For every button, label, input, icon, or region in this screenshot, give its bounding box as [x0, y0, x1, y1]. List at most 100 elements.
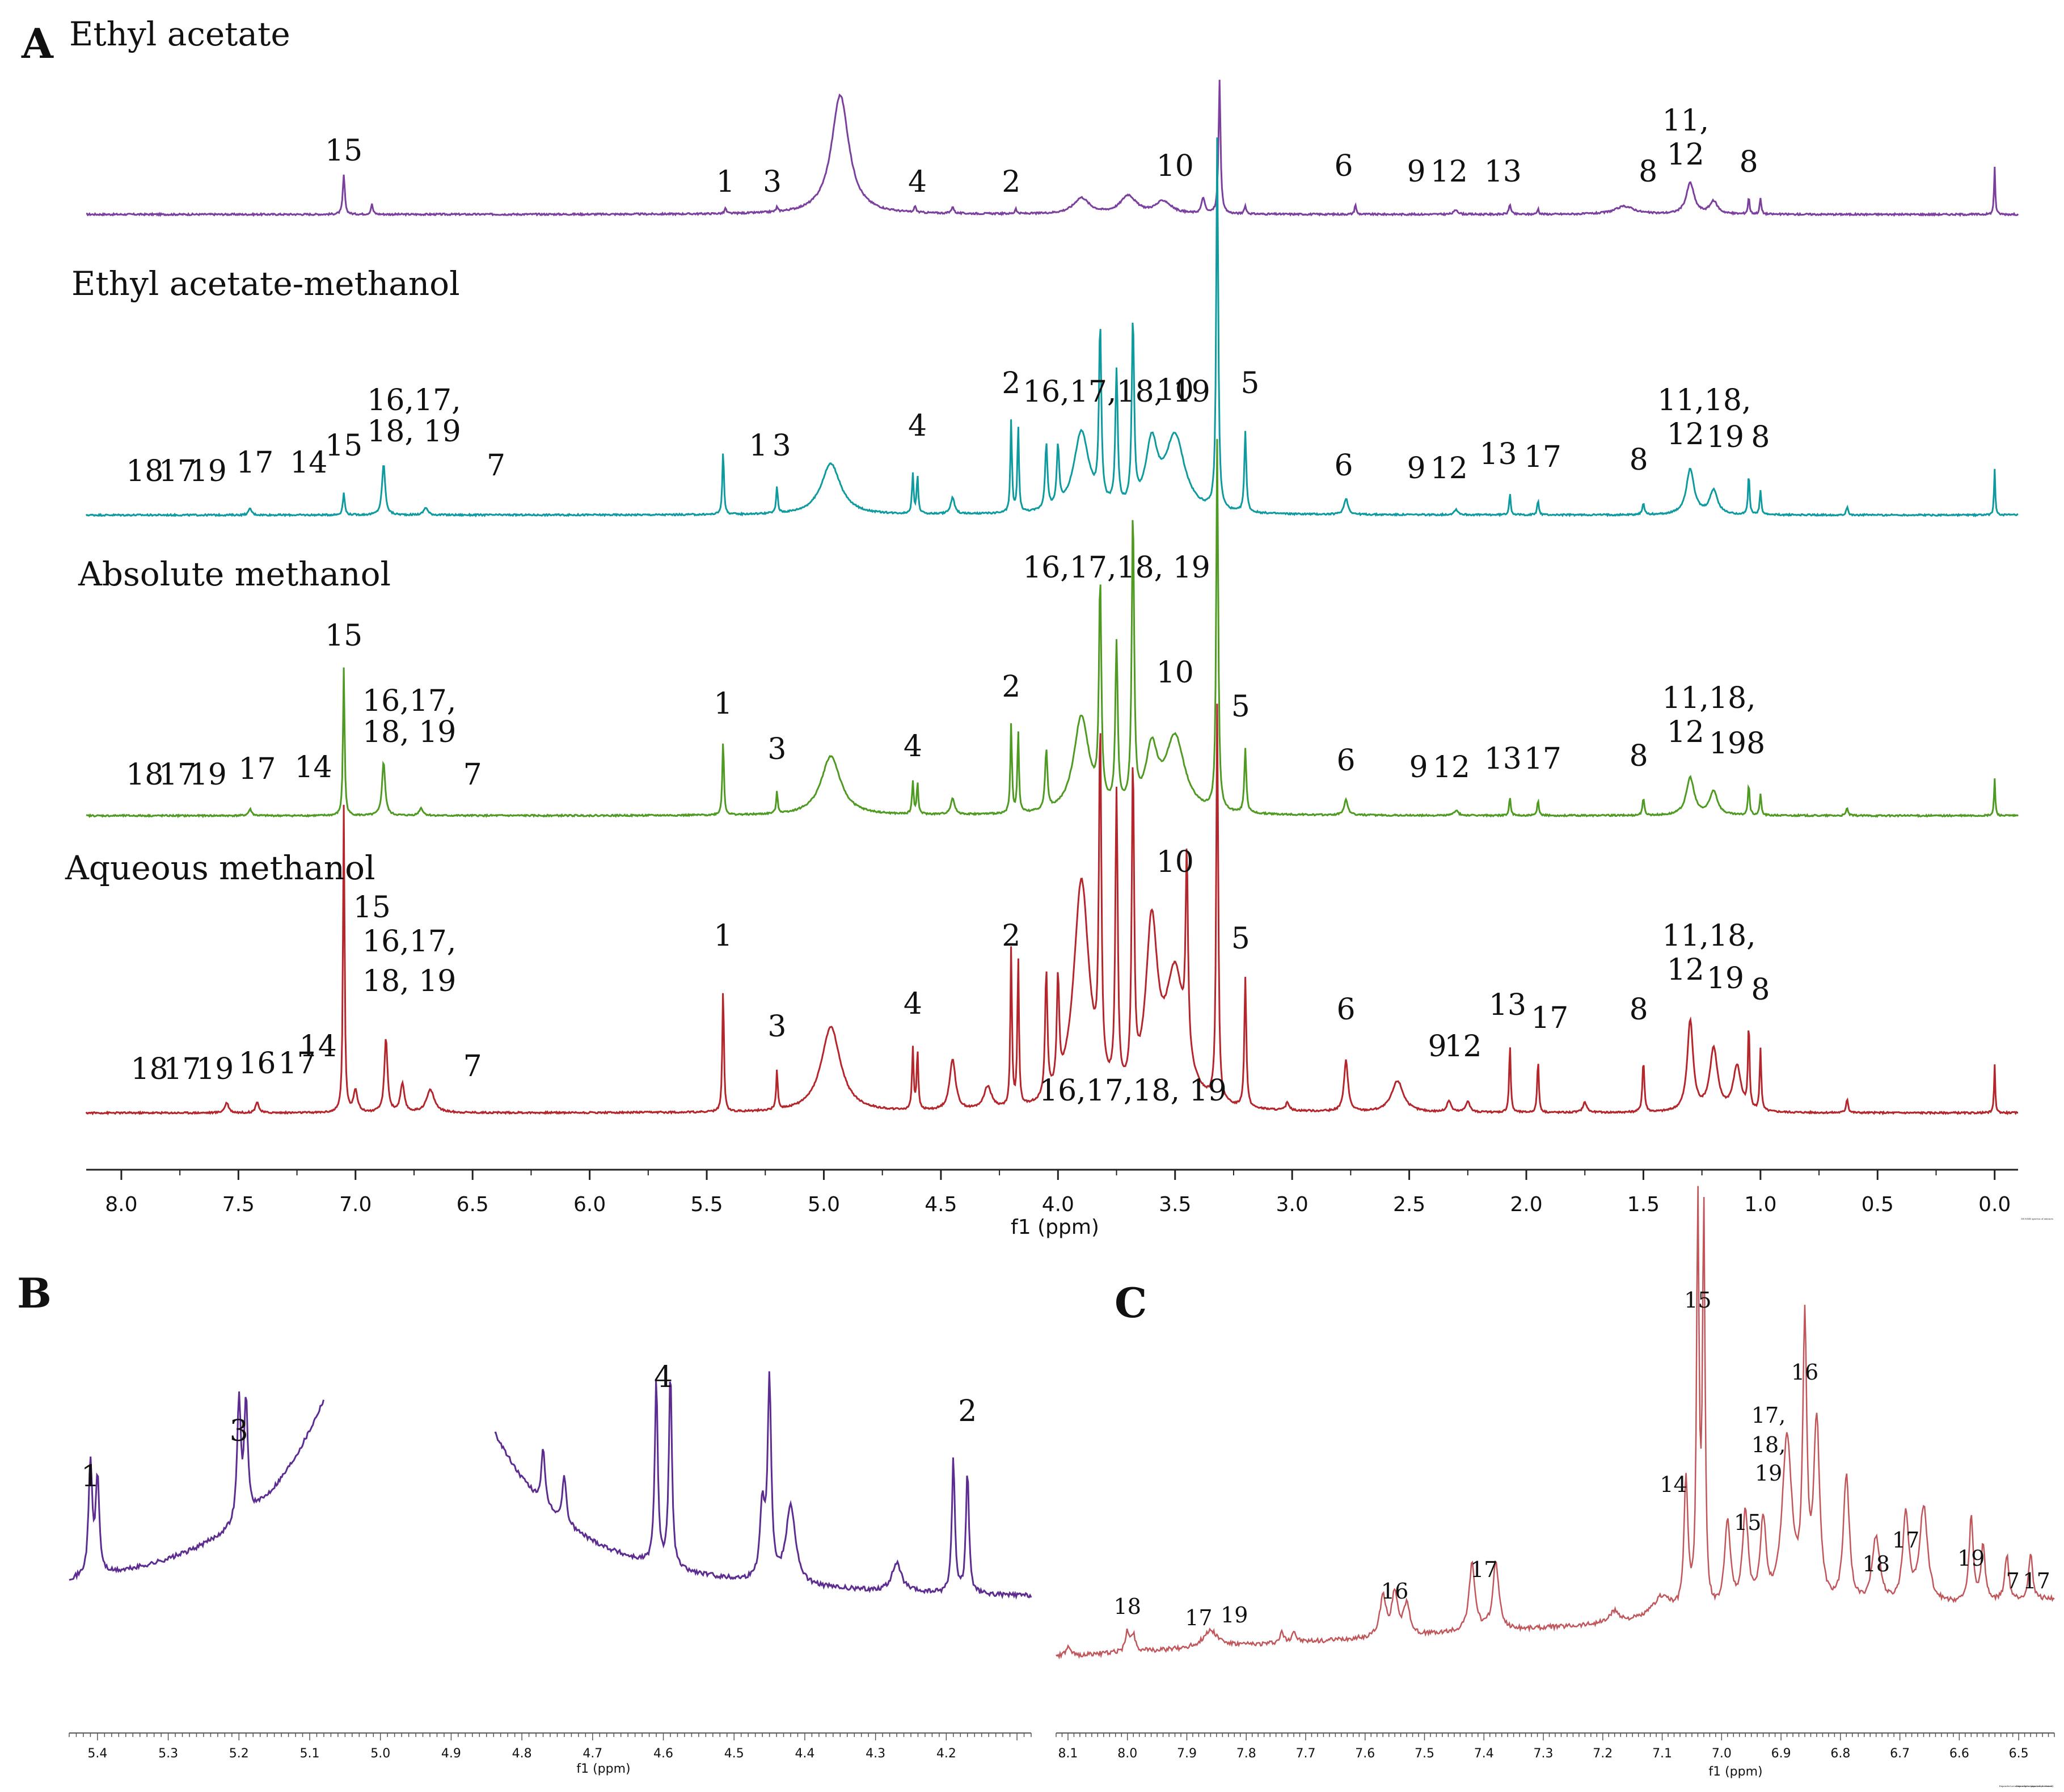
peak-label-aqueous-methanol-12: 4 — [904, 987, 922, 1021]
peak-label-ethyl-acetate-methanol-14: 10 — [1156, 373, 1194, 407]
peak-label-aqueous-methanol-22: 8 — [1630, 993, 1648, 1027]
panel-c-tick-label-1: 8.0 — [1117, 1747, 1137, 1761]
peak-label-absolute-methanol-18: 12 — [1433, 750, 1470, 785]
panel-c-x-axis: 8.1 8.0 7.9 7.8 7.7 7.6 7.5 7.4 7.3 7.2 7.1 7.0 6.9 6… — [1056, 1732, 2055, 1761]
panel-b-tick-label-1: 5.3 — [158, 1747, 178, 1761]
panel-a-x-axis: 8.0 7.5 7.0 6.5 6.0 5.5 5.0 4.5 4.0 3.5 3.0 2.5 2.0 1… — [86, 1169, 2018, 1216]
peak-label-absolute-methanol-4: 14 — [294, 750, 332, 785]
peak-label-absolute-methanol-9: 1 — [714, 687, 732, 721]
panel-a-tick-label-2: 7.0 — [339, 1193, 372, 1216]
panel-c-peak-label-2: 19 — [1221, 1603, 1248, 1627]
peak-label-aqueous-methanol-4: 17 — [278, 1047, 316, 1081]
peak-label-aqueous-methanol-26: 8 — [1751, 973, 1770, 1007]
spectrum-line-absolute-methanol — [86, 438, 2019, 819]
peak-label-absolute-methanol-23: 12 — [1667, 715, 1704, 749]
panel-a-tick-label-4: 6.0 — [573, 1193, 606, 1216]
panel-c-tick-label-3: 7.8 — [1236, 1747, 1256, 1761]
peak-label-ethyl-acetate-11: 11, — [1662, 104, 1709, 138]
panel-c-tick-label-0: 8.1 — [1058, 1747, 1078, 1761]
peak-label-ethyl-acetate-2: 3 — [763, 165, 782, 199]
panel-b-tick-label-4: 5.0 — [370, 1747, 390, 1761]
panel-b-tick-label-3: 5.1 — [300, 1747, 320, 1761]
peak-label-ethyl-acetate-13: 8 — [1740, 145, 1758, 179]
peak-label-ethyl-acetate-5: 10 — [1156, 149, 1194, 183]
panel-a-tick-label-11: 2.5 — [1393, 1193, 1425, 1216]
trace-title-absolute-methanol: Absolute methanol — [78, 555, 391, 593]
panel-c-tick-label-8: 7.3 — [1534, 1747, 1554, 1761]
spectrum-line-ethyl-acetate-methanol — [85, 137, 2019, 518]
panel-b-peak-label-3: 2 — [958, 1394, 977, 1428]
panel-b-peak-label-0: 1 — [81, 1460, 100, 1494]
peak-label-aqueous-methanol-21: 17 — [1531, 1001, 1568, 1035]
panel-c-peak-label-16: 17 — [2023, 1568, 2050, 1593]
panel-b-tick-label-8: 4.6 — [653, 1747, 673, 1761]
peak-label-aqueous-methanol-13: 2 — [1002, 919, 1020, 953]
panel-c-tick-label-6: 7.5 — [1415, 1747, 1434, 1761]
panel-b-tick-label-0: 5.4 — [87, 1747, 107, 1761]
peak-label-aqueous-methanol-20: 13 — [1489, 988, 1526, 1022]
peak-label-ethyl-acetate-methanol-10: 3 — [773, 429, 791, 463]
panel-a-tick-label-1: 7.5 — [222, 1193, 255, 1216]
panel-c-tick-label-2: 7.9 — [1177, 1747, 1197, 1761]
panel-c-peak-label-10: 18, — [1751, 1432, 1786, 1457]
panel-c-peak-label-6: 15 — [1684, 1288, 1711, 1313]
panel-c-tick-label-16: 6.5 — [2009, 1747, 2029, 1761]
peak-label-aqueous-methanol-6: 15 — [353, 891, 391, 925]
panel-c-peak-label-0: 18 — [1114, 1594, 1141, 1619]
peak-label-ethyl-acetate-10: 8 — [1639, 155, 1657, 189]
peak-label-aqueous-methanol-7: 16,17, — [362, 925, 456, 959]
peak-label-absolute-methanol-1: 17 — [159, 758, 196, 792]
peak-label-absolute-methanol-21: 8 — [1630, 739, 1648, 773]
panel-c-peak-label-8: 16 — [1791, 1360, 1818, 1385]
peak-label-ethyl-acetate-methanol-12: 2 — [1002, 366, 1020, 400]
peak-label-aqueous-methanol-24: 12 — [1667, 953, 1704, 987]
panel-b-tick-label-5: 4.9 — [441, 1747, 461, 1761]
panel-b-tick-label-10: 4.4 — [795, 1747, 814, 1761]
peak-label-ethyl-acetate-8: 12 — [1430, 155, 1468, 189]
panel-b-tick-label-9: 4.5 — [724, 1747, 744, 1761]
panel-a-x-axis-label: f1 (ppm) — [1011, 1216, 1099, 1239]
panel-c-tick-label-9: 7.2 — [1593, 1747, 1613, 1761]
panel-c-tick-label-11: 7.0 — [1712, 1747, 1732, 1761]
panel-c-peak-label-15: 7 — [2006, 1568, 2020, 1593]
peak-label-aqueous-methanol-0: 18 — [130, 1052, 168, 1086]
panel-b-tick-label-2: 5.2 — [229, 1747, 249, 1761]
panel-b-chart: 1 3 4 2 5.4 5.3 5.2 5.1 5.0 4.9 4.8 4.7 4.6 4.5 4.4 4.… — [69, 1360, 1032, 1776]
peak-label-aqueous-methanol-17: 6 — [1337, 993, 1356, 1027]
panel-a-tick-label-8: 4.0 — [1042, 1193, 1074, 1216]
panel-c-peak-label-1: 17 — [1185, 1605, 1212, 1630]
panel-c-tick-label-15: 6.6 — [1949, 1747, 1969, 1761]
peak-label-ethyl-acetate-methanol-23: 12 — [1667, 418, 1704, 452]
peak-label-ethyl-acetate-methanol-6: 16,17, — [367, 383, 461, 418]
panel-b-x-axis: 5.4 5.3 5.2 5.1 5.0 4.9 4.8 4.7 4.6 4.5 4.4 4.3 4.2 — [69, 1732, 1032, 1761]
panel-c-tick-label-4: 7.7 — [1296, 1747, 1316, 1761]
panel-a-letter: A — [21, 19, 54, 68]
peak-label-aqueous-methanol-1: 17 — [163, 1052, 201, 1086]
peak-label-ethyl-acetate-methanol-18: 12 — [1430, 452, 1468, 486]
peak-label-ethyl-acetate-methanol-19: 13 — [1479, 437, 1517, 471]
peak-label-ethyl-acetate-methanol-9: 1 — [749, 429, 767, 463]
panel-c-tick-label-7: 7.4 — [1474, 1747, 1494, 1761]
peak-label-ethyl-acetate-methanol-13: 16,17,18, 19 — [1023, 375, 1210, 409]
series-ethyl-acetate-methanol — [85, 137, 2019, 518]
series-ethyl-acetate — [86, 79, 2019, 217]
peak-label-aqueous-methanol-23: 11,18, — [1662, 919, 1755, 953]
peak-label-aqueous-methanol-18: 9 — [1428, 1030, 1447, 1064]
panel-c-peak-label-5: 14 — [1660, 1472, 1687, 1497]
peak-label-ethyl-acetate-methanol-1: 17 — [159, 454, 196, 488]
peak-label-absolute-methanol-6: 16,17, — [362, 684, 456, 718]
peak-label-aqueous-methanol-14: 10 — [1156, 845, 1194, 879]
peak-label-ethyl-acetate-7: 9 — [1407, 155, 1425, 189]
panel-a-tick-label-6: 5.0 — [808, 1193, 840, 1216]
peak-label-ethyl-acetate-methanol-3: 17 — [236, 446, 273, 480]
peak-label-absolute-methanol-14: 10 — [1156, 656, 1194, 690]
peak-label-aqueous-methanol-15: 16,17,18, 19 — [1039, 1074, 1227, 1108]
peak-label-ethyl-acetate-methanol-5: 15 — [325, 429, 362, 463]
peak-label-absolute-methanol-16: 6 — [1337, 744, 1356, 778]
panel-a-tick-label-15: 0.5 — [1862, 1193, 1894, 1216]
panel-c-peak-label-12: 18 — [1863, 1551, 1890, 1576]
peak-label-ethyl-acetate-methanol-11: 4 — [908, 409, 927, 443]
peak-label-aqueous-methanol-9: 7 — [463, 1049, 482, 1083]
peak-label-ethyl-acetate-3: 4 — [908, 165, 927, 199]
panel-c-tick-label-12: 6.9 — [1771, 1747, 1791, 1761]
